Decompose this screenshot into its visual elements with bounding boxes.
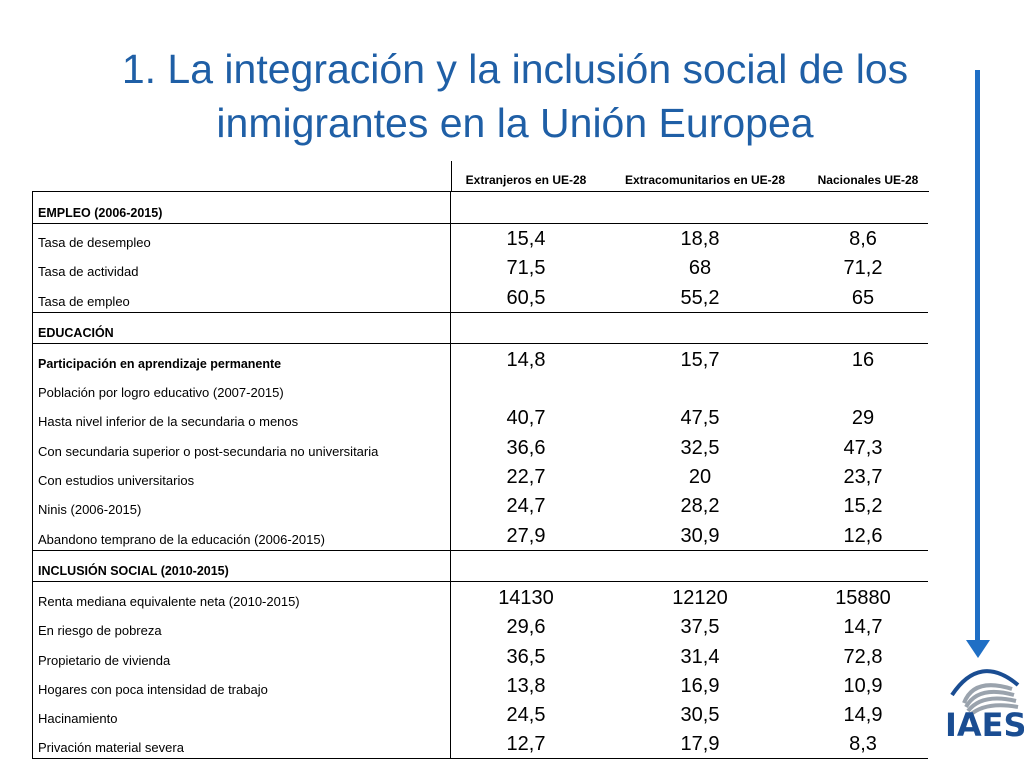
cell-extranjeros: 24,7 [506,495,546,517]
cell-nacionales: 8,3 [849,733,877,755]
table-row: En riesgo de pobreza 29,6 37,5 14,7 [32,612,928,641]
cell-extracomunitarios [601,374,799,403]
cell-nacionales [799,374,927,403]
section-row-empleo: EMPLEO (2006-2015) [32,191,928,224]
row-label: Privación material severa [32,729,450,758]
cell-extracomunitarios: 68 [688,257,712,279]
table-row: Hogares con poca intensidad de trabajo 1… [32,671,928,700]
table-row: Con secundaria superior o post-secundari… [32,432,928,462]
cell-extranjeros: 22,7 [506,466,546,488]
table-row: Tasa de empleo 60,5 55,2 65 [32,282,928,313]
column-header-extracomunitarios: Extracomunitarios en UE-28 [624,173,786,187]
section-label: EMPLEO (2006-2015) [32,192,450,223]
row-label: Población por logro educativo (2007-2015… [32,374,450,403]
cell-extranjeros: 24,5 [506,704,546,726]
cell-extracomunitarios: 15,7 [680,349,720,371]
cell-nacionales: 47,3 [843,437,883,459]
cell-nacionales: 14,7 [843,616,883,638]
table-row: Participación en aprendizaje permanente … [32,344,928,374]
cell-extracomunitarios: 28,2 [680,495,720,517]
table-row: Con estudios universitarios 22,7 20 23,7 [32,462,928,491]
cell-extracomunitarios: 55,2 [680,287,720,309]
cell-extranjeros: 29,6 [506,616,546,638]
cell-extracomunitarios: 20 [688,466,712,488]
row-label: Propietario de vivienda [32,641,450,671]
row-label: Hacinamiento [32,700,450,729]
cell-extranjeros: 14,8 [506,349,546,371]
cell-nacionales: 15880 [835,587,891,609]
cell-extracomunitarios: 30,5 [680,704,720,726]
cell-nacionales: 29 [851,407,875,429]
cell-extracomunitarios: 18,8 [680,228,720,250]
cell-extracomunitarios: 37,5 [680,616,720,638]
cell-extracomunitarios: 17,9 [680,733,720,755]
cell-extranjeros: 14130 [498,587,554,609]
cell-extracomunitarios: 16,9 [680,675,720,697]
row-label: Hogares con poca intensidad de trabajo [32,671,450,700]
column-header-nacionales: Nacionales UE-28 [817,173,919,187]
cell-nacionales: 16 [851,349,875,371]
title-line-1: 1. La integración y la inclusión social … [121,46,909,92]
row-label: Abandono temprano de la educación (2006-… [32,520,450,550]
cell-extranjeros: 36,6 [506,437,546,459]
table-row: Hasta nivel inferior de la secundaria o … [32,403,928,432]
cell-extranjeros: 60,5 [506,287,546,309]
row-label: Tasa de actividad [32,253,450,282]
row-label: Con estudios universitarios [32,462,450,491]
cell-extranjeros: 71,5 [506,257,546,279]
cell-extracomunitarios: 31,4 [680,646,720,668]
row-label: Tasa de empleo [32,282,450,312]
cell-nacionales: 65 [851,287,875,309]
table-row: Población por logro educativo (2007-2015… [32,374,928,403]
iaes-logo-text: IAES [945,706,1024,744]
table-row: Hacinamiento 24,5 30,5 14,9 [32,700,928,729]
cell-extracomunitarios: 30,9 [680,525,720,547]
cell-extranjeros: 15,4 [506,228,546,250]
cell-extranjeros [451,374,601,403]
cell-extracomunitarios: 32,5 [680,437,720,459]
cell-nacionales: 12,6 [843,525,883,547]
cell-extranjeros: 27,9 [506,525,546,547]
cell-nacionales: 14,9 [843,704,883,726]
cell-nacionales: 15,2 [843,495,883,517]
page-title: 1. La integración y la inclusión social … [60,42,970,150]
row-label: En riesgo de pobreza [32,612,450,641]
cell-nacionales: 71,2 [843,257,883,279]
column-header-extranjeros: Extranjeros en UE-28 [465,173,587,187]
cell-extranjeros: 13,8 [506,675,546,697]
cell-extranjeros: 36,5 [506,646,546,668]
data-table: EMPLEO (2006-2015) Tasa de desempleo 15,… [32,191,928,759]
cell-extracomunitarios: 47,5 [680,407,720,429]
table-row: Abandono temprano de la educación (2006-… [32,520,928,551]
cell-nacionales: 72,8 [843,646,883,668]
table-row: Tasa de desempleo 15,4 18,8 8,6 [32,224,928,253]
table-row: Ninis (2006-2015) 24,7 28,2 15,2 [32,491,928,520]
table-row: Privación material severa 12,7 17,9 8,3 [32,729,928,759]
title-line-2: inmigrantes en la Unión Europea [216,100,814,146]
table-row: Propietario de vivienda 36,5 31,4 72,8 [32,641,928,671]
row-label: Hasta nivel inferior de la secundaria o … [32,403,450,432]
iaes-logo-mark [950,669,1020,717]
section-label: EDUCACIÓN [32,313,450,343]
row-label: Participación en aprendizaje permanente [32,344,450,374]
table-row: Tasa de actividad 71,5 68 71,2 [32,253,928,282]
cell-extranjeros: 12,7 [506,733,546,755]
arrow-down-line [975,70,980,644]
section-label: INCLUSIÓN SOCIAL (2010-2015) [32,551,450,581]
row-label: Con secundaria superior o post-secundari… [32,432,450,462]
section-row-inclusion: INCLUSIÓN SOCIAL (2010-2015) [32,551,928,582]
cell-nacionales: 10,9 [843,675,883,697]
row-label: Renta mediana equivalente neta (2010-201… [32,582,450,612]
row-label: Ninis (2006-2015) [32,491,450,520]
arrow-down-icon [966,640,990,658]
cell-extranjeros: 40,7 [506,407,546,429]
cell-nacionales: 23,7 [843,466,883,488]
table-row: Renta mediana equivalente neta (2010-201… [32,582,928,612]
row-label: Tasa de desempleo [32,224,450,253]
cell-nacionales: 8,6 [849,228,877,250]
cell-extracomunitarios: 12120 [672,587,728,609]
section-row-educacion: EDUCACIÓN [32,313,928,344]
